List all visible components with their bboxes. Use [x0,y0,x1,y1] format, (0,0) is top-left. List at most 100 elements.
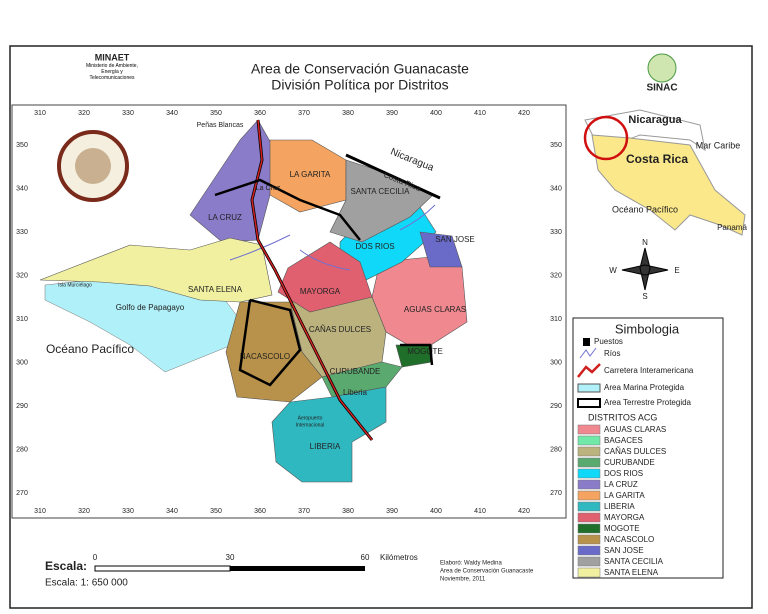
easting-label: 390 [386,110,398,117]
legend-swatch [577,545,601,556]
northing-label: 310 [550,316,562,323]
place-label: La Cruz [256,185,281,192]
legend-symbol-label: Area Marina Protegida [604,383,685,392]
legend-district-label: BAGACES [604,436,643,445]
district-label: SAN JOSE [435,235,475,244]
compass-rose [621,247,669,291]
legend-swatch [577,523,601,534]
legend-swatch [577,479,601,490]
border-line [345,153,441,200]
easting-label: 380 [342,508,354,515]
legend-district-label: AGUAS CLARAS [604,425,666,434]
scale-tick-label: 30 [226,553,235,562]
inset-label: Costa Rica [626,152,688,166]
easting-label: 310 [34,110,46,117]
legend-swatch [577,435,601,446]
easting-label: 340 [166,508,178,515]
place-label: Internacional [296,422,325,428]
scale-tick-label: 60 [361,553,370,562]
northing-label: 280 [16,446,28,453]
compass-letter: E [674,266,679,275]
legend-swatch [577,457,601,468]
legend-districts-title: DISTRITOS ACG [588,412,657,422]
river [229,204,436,271]
northing-label: 340 [16,185,28,192]
sinac-logo [647,53,677,83]
legend-road [577,363,601,378]
easting-label: 360 [254,508,266,515]
northing-label: 290 [16,403,28,410]
compass-letter: S [642,292,647,301]
legend-district-label: SANTA ELENA [604,568,659,577]
legend-swatch [577,490,601,501]
legend-district-label: LA CRUZ [604,480,638,489]
legend-marine [577,383,601,393]
legend-district-label: DOS RIOS [604,469,643,478]
legend-items: Puestos Ríos Carretera Interamericana Area … [577,337,694,578]
legend-district-label: SANTA CECILIA [604,557,664,566]
district-area [271,386,387,483]
scale-bar-black [230,566,365,571]
northing-label: 330 [550,229,562,236]
legend-swatch [577,468,601,479]
district-label: LIBERIA [310,442,341,451]
protected-area-outline [214,178,434,387]
northing-label: 310 [16,316,28,323]
northing-label: 320 [550,272,562,279]
acg-seal-inner [75,148,111,184]
northing-label: 330 [16,229,28,236]
legend-swatch [577,446,601,457]
legend-swatch [577,534,601,545]
place-label: Isla Murciélago [58,282,92,288]
northing-label: 270 [550,490,562,497]
easting-label: 410 [474,508,486,515]
legend-puesto [583,338,590,346]
district-area [321,361,403,398]
easting-label: 400 [430,110,442,117]
legend-symbol-label: Carretera Interamericana [604,366,694,375]
northing-label: 350 [550,142,562,149]
inset-highlight [583,115,629,161]
northing-label: 340 [550,185,562,192]
credit-line: Elaboró: Waldy Medina [440,561,502,567]
legend-swatch [577,424,601,435]
inset-label: Océano Pacífico [612,204,678,214]
legend-district-label: CURUBANDE [604,458,655,467]
legend-river [579,347,597,359]
highway [251,119,373,441]
legend-district-label: LA GARITA [604,491,645,500]
easting-label: 420 [518,110,530,117]
inset-label: Panamá [717,223,747,232]
easting-label: 390 [386,508,398,515]
compass-letter: W [609,266,617,275]
district-label: LA GARITA [290,170,331,179]
district-area [419,231,463,268]
legend-symbol-label: Ríos [604,349,620,358]
legend-symbol-label: Puestos [594,337,623,346]
subtitle: División Política por Distritos [271,77,448,93]
legend-swatch [577,501,601,512]
easting-label: 350 [210,110,222,117]
district-area [225,301,323,403]
scale-ratio: Escala: 1: 650 000 [45,578,128,589]
district-label: LA CRUZ [208,213,242,222]
scale-unit: Kilómetros [380,553,418,562]
compass-letter: N [642,238,648,247]
district-area [277,241,373,313]
legend-district-label: CAÑAS DULCES [604,447,666,456]
easting-label: 400 [430,508,442,515]
legend-district-label: MOGOTE [604,524,640,533]
inset-map: Nicaragua Mar Caribe Costa Rica Océano Pací… [576,98,748,248]
northing-label: 300 [550,359,562,366]
credit-line: Area de Conservación Guanacaste [440,569,534,575]
legend-district-label: SAN JOSE [604,546,644,555]
logo-minaet: MINAET [95,52,130,62]
easting-label: 420 [518,508,530,515]
district-label: MOGOTE [407,347,443,356]
legend-district-label: LIBERIA [604,502,635,511]
northing-label: 350 [16,142,28,149]
legend-district-label: MAYORGA [604,513,645,522]
legend-terrestrial [577,398,601,408]
easting-label: 310 [34,508,46,515]
